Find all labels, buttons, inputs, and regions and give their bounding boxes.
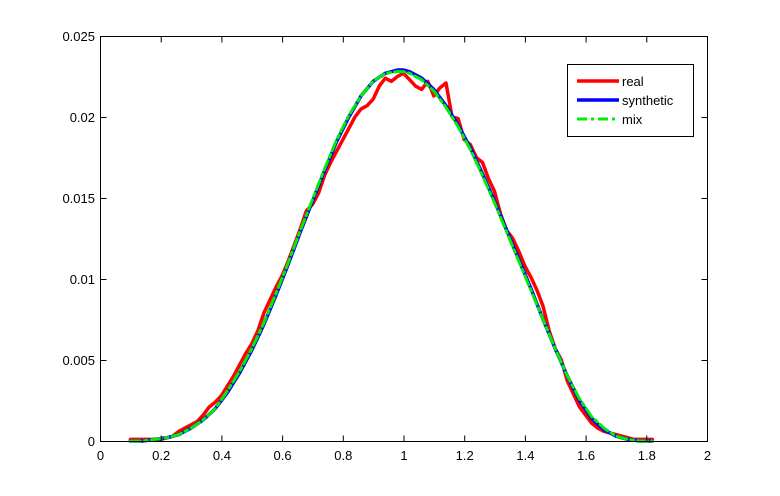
legend-label: real: [622, 74, 644, 89]
y-tick-label: 0.005: [62, 353, 95, 368]
x-tick-label: 1: [400, 448, 407, 463]
series-mix: [128, 70, 654, 443]
legend-item-synthetic: synthetic: [577, 93, 674, 108]
y-tick-label: 0.02: [70, 110, 95, 125]
series-line-mix: [128, 70, 654, 443]
x-tick-label: 1.4: [516, 448, 534, 463]
x-tick-label: 1.8: [638, 448, 656, 463]
legend-label: mix: [622, 112, 643, 127]
legend-label: synthetic: [622, 93, 674, 108]
x-tick-label: 0.6: [274, 448, 292, 463]
y-tick-label: 0: [88, 434, 95, 449]
x-tick-label: 1.6: [577, 448, 595, 463]
x-tick-label: 1.2: [456, 448, 474, 463]
y-tick-label: 0.015: [62, 191, 95, 206]
series-real: [128, 71, 655, 442]
x-tick-label: 0.2: [152, 448, 170, 463]
legend-item-real: real: [577, 74, 644, 89]
y-tick-label: 0.025: [62, 29, 95, 44]
legend-item-mix: mix: [577, 112, 643, 127]
x-tick-label: 0.4: [213, 448, 231, 463]
y-tick-label: 0.01: [70, 272, 95, 287]
series-line-real: [128, 71, 655, 442]
x-tick-label: 2: [704, 448, 711, 463]
x-tick-label: 0.8: [334, 448, 352, 463]
x-tick-label: 0: [97, 448, 104, 463]
legend: real synthetic mix: [567, 64, 694, 137]
series-layer: [128, 68, 655, 443]
ticks-layer: 0 0.2 0.4 0.6 0.8 1 1.2 1.4 1.6 1.8 2 0 0.005 0.01 0.0…: [62, 29, 711, 463]
